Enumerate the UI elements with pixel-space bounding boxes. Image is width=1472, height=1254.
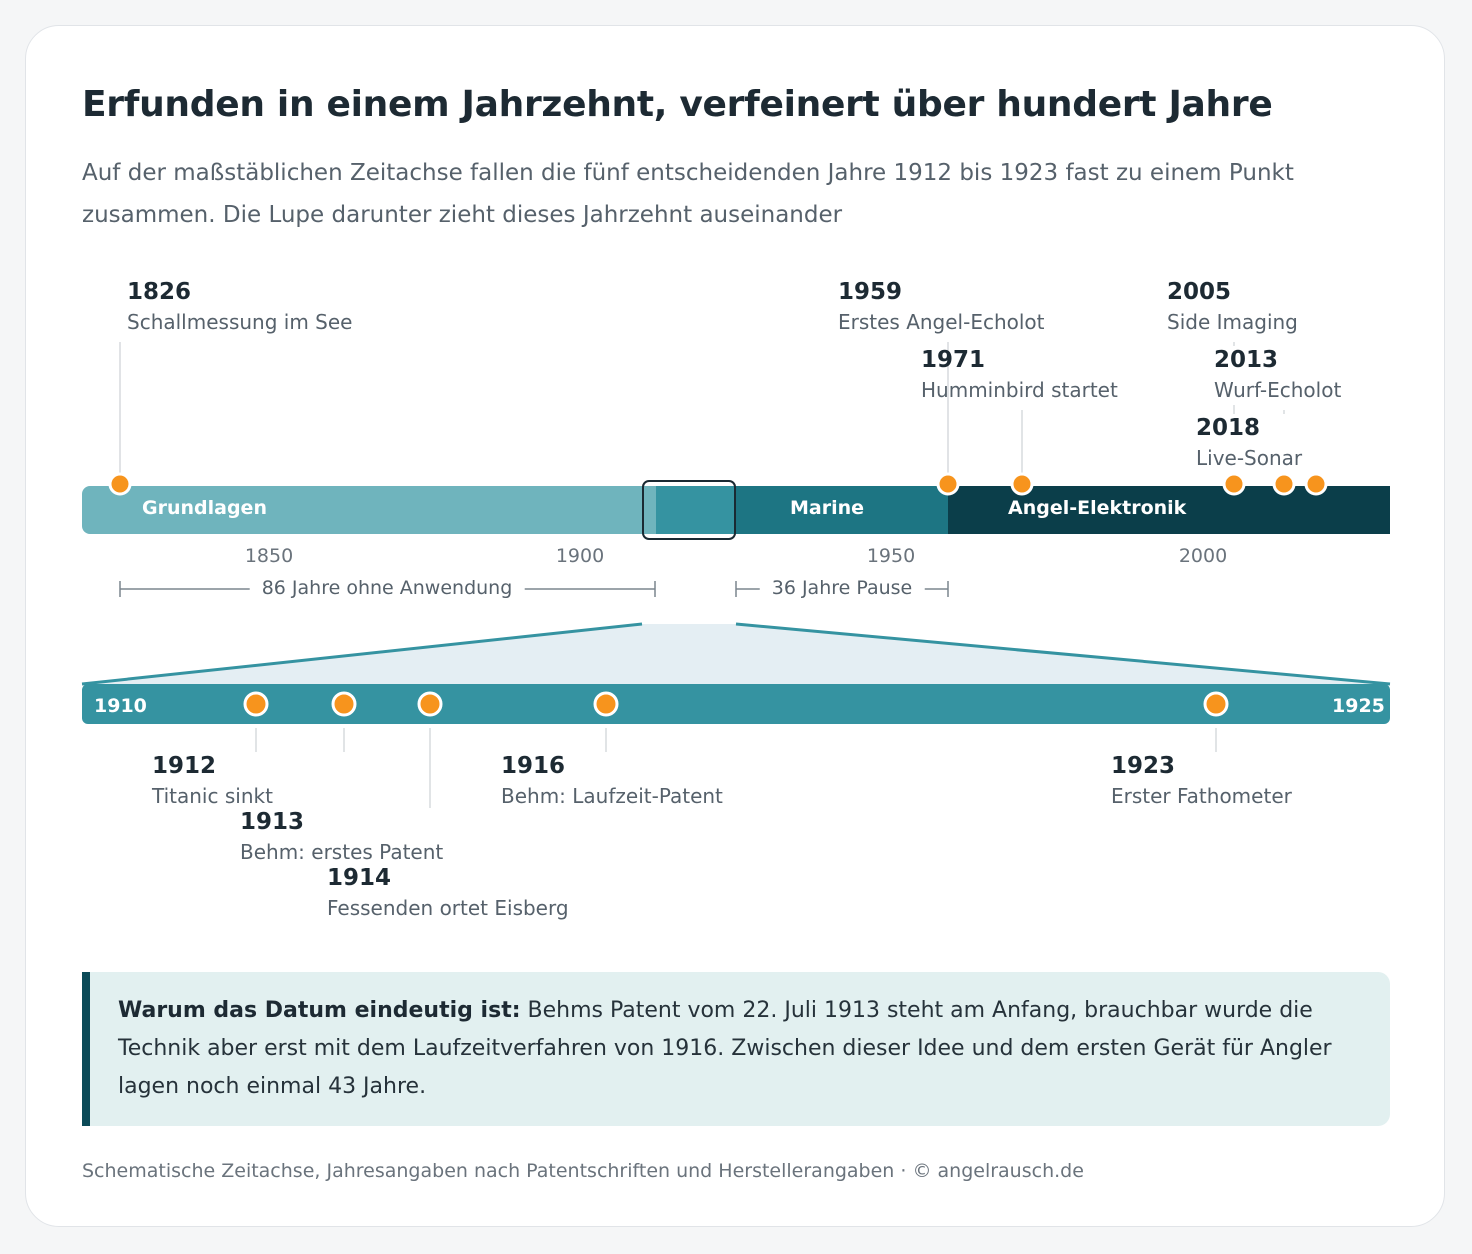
gap-label-36-jahre: 36 Jahre Pause bbox=[759, 577, 925, 599]
event-2013: 2013 Wurf-Echolot bbox=[1214, 346, 1341, 406]
zoom-funnel-left-edge bbox=[81, 622, 643, 686]
event-year: 2018 bbox=[1196, 415, 1261, 441]
zoom-event-1913: 1913 Behm: erstes Patent bbox=[240, 808, 443, 868]
event-label: Schallmessung im See bbox=[127, 310, 353, 334]
event-label: Humminbird startet bbox=[921, 378, 1118, 402]
zoom-event-1914: 1914 Fessenden ortet Eisberg bbox=[327, 864, 569, 924]
event-1971: 1971 Humminbird startet bbox=[921, 346, 1118, 406]
event-label: Live-Sonar bbox=[1196, 446, 1303, 470]
zoom-end-year: 1925 bbox=[1332, 695, 1385, 717]
era-label-angel-elektronik: Angel-Elektronik bbox=[1008, 497, 1187, 519]
gap-label-86-jahre: 86 Jahre ohne Anwendung bbox=[249, 577, 525, 599]
zoom-start-year: 1910 bbox=[94, 695, 147, 717]
page-title: Erfunden in einem Jahrzehnt, verfeinert … bbox=[82, 84, 1273, 125]
zoom-marker-1916 bbox=[593, 691, 619, 717]
event-year: 1826 bbox=[127, 279, 192, 305]
era-bar-grundlagen-square bbox=[600, 486, 656, 534]
zoom-marker-1923 bbox=[1203, 691, 1229, 717]
zoom-bar bbox=[82, 684, 1390, 724]
zoom-event-1923: 1923 Erster Fathometer bbox=[1111, 752, 1292, 812]
zoom-marker-1914 bbox=[417, 691, 443, 717]
zoom-funnel-right-edge bbox=[735, 622, 1391, 686]
marker-1826 bbox=[108, 472, 132, 496]
era-bar-grundlagen bbox=[82, 486, 656, 534]
page-subtitle: Auf der maßstäblichen Zeitachse fallen d… bbox=[82, 160, 1294, 228]
era-bar-lens-fill bbox=[656, 486, 736, 534]
event-2005: 2005 Side Imaging bbox=[1167, 278, 1298, 338]
tick-label-1900: 1900 bbox=[555, 545, 605, 567]
callout-text: Behms Patent vom 22. Juli 1913 steht am … bbox=[118, 998, 1332, 1099]
event-year: 2013 bbox=[1214, 347, 1279, 373]
event-year: 1914 bbox=[327, 865, 392, 891]
marker-2018 bbox=[1304, 472, 1328, 496]
callout-lead: Warum das Datum eindeutig ist: bbox=[118, 998, 521, 1023]
zoom-event-1916: 1916 Behm: Laufzeit-Patent bbox=[501, 752, 723, 812]
tick-label-2000: 2000 bbox=[1178, 545, 1228, 567]
event-year: 1959 bbox=[838, 279, 903, 305]
event-label: Erster Fathometer bbox=[1111, 784, 1292, 808]
marker-1959 bbox=[936, 472, 960, 496]
event-label: Fessenden ortet Eisberg bbox=[327, 896, 569, 920]
event-year: 1923 bbox=[1111, 753, 1176, 779]
marker-2005 bbox=[1222, 472, 1246, 496]
event-1959: 1959 Erstes Angel-Echolot bbox=[838, 278, 1045, 338]
event-label: Side Imaging bbox=[1167, 310, 1298, 334]
zoom-marker-1913 bbox=[331, 691, 357, 717]
source-footer: Schematische Zeitachse, Jahresangaben na… bbox=[82, 1160, 1084, 1182]
lens-box bbox=[642, 480, 736, 540]
event-year: 1912 bbox=[152, 753, 217, 779]
event-label: Erstes Angel-Echolot bbox=[838, 310, 1045, 334]
event-2018: 2018 Live-Sonar bbox=[1196, 414, 1302, 474]
event-year: 2005 bbox=[1167, 279, 1232, 305]
event-label: Behm: Laufzeit-Patent bbox=[501, 784, 723, 808]
event-label: Titanic sinkt bbox=[152, 784, 273, 808]
event-label: Behm: erstes Patent bbox=[240, 840, 444, 864]
event-year: 1916 bbox=[501, 753, 566, 779]
zoom-marker-1912 bbox=[243, 691, 269, 717]
tick-label-1950: 1950 bbox=[866, 545, 916, 567]
tick-label-1850: 1850 bbox=[244, 545, 294, 567]
zoom-event-1912: 1912 Titanic sinkt bbox=[152, 752, 273, 812]
event-label: Wurf-Echolot bbox=[1214, 378, 1342, 402]
marker-1971 bbox=[1010, 472, 1034, 496]
era-label-grundlagen: Grundlagen bbox=[142, 497, 267, 519]
era-bar-marine bbox=[736, 486, 948, 534]
event-year: 1913 bbox=[240, 809, 305, 835]
marker-2013 bbox=[1272, 472, 1296, 496]
era-label-marine: Marine bbox=[790, 497, 865, 519]
zoom-funnel bbox=[82, 624, 1390, 684]
info-callout: Warum das Datum eindeutig ist: Behms Pat… bbox=[82, 972, 1390, 1126]
event-1826: 1826 Schallmessung im See bbox=[127, 278, 352, 338]
event-year: 1971 bbox=[921, 347, 986, 373]
